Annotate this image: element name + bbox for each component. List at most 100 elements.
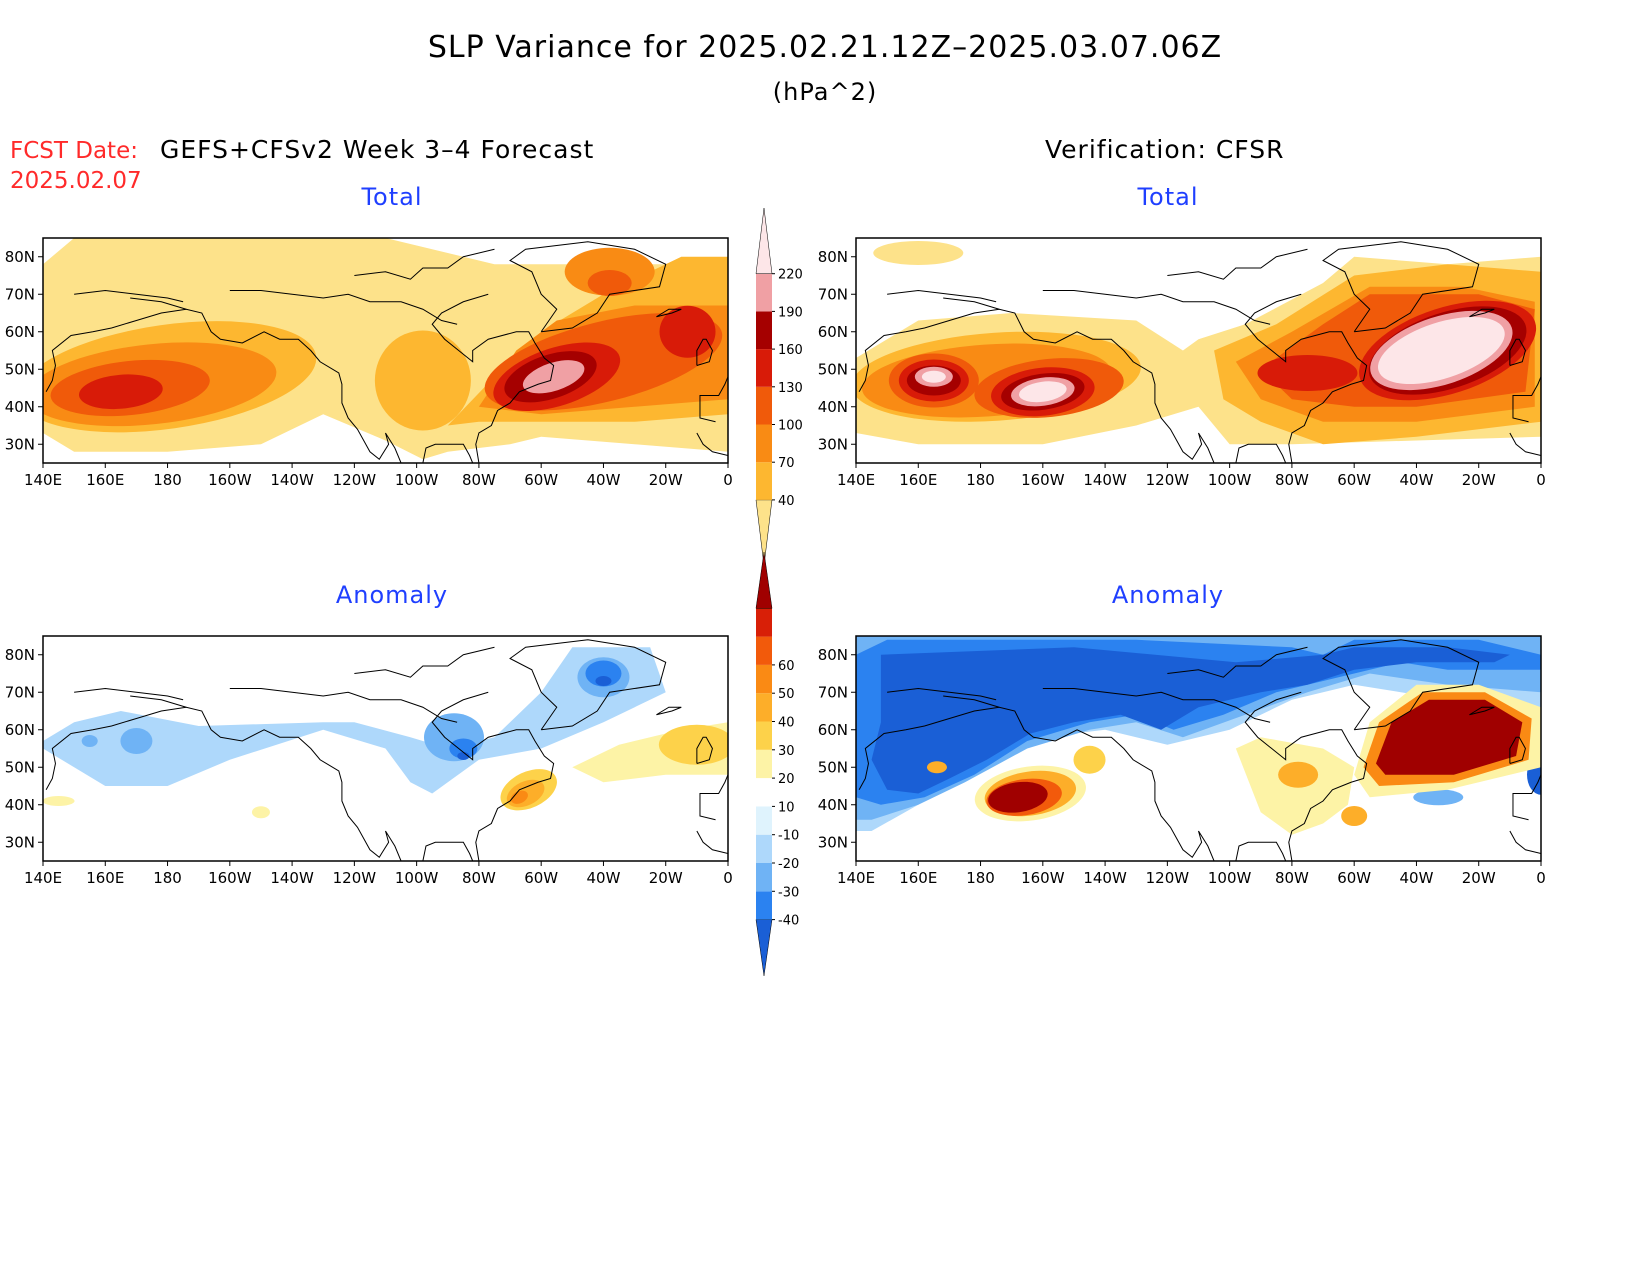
lon-tick-label: 100W	[1208, 471, 1252, 489]
colorbar-top-arrow	[755, 207, 773, 274]
coastline	[1322, 241, 1480, 333]
contour-region-40	[510, 790, 528, 804]
contour-region-30	[926, 761, 947, 774]
lat-tick-label: 50N	[5, 758, 35, 776]
contour-region-neg30	[585, 660, 622, 687]
contour-region-neg10	[43, 647, 666, 794]
contour-region-10	[43, 796, 75, 806]
lon-tick-label: 20W	[1462, 471, 1496, 489]
forecast-total-map: 140E 160E 180 160W 140W 120W 100W 80W 60W 40W 20W 0…	[5, 237, 733, 489]
coastline	[1042, 688, 1271, 723]
lon-tick-label: 180	[966, 471, 995, 489]
coastline	[943, 297, 1000, 310]
coastline	[1512, 774, 1541, 821]
fcst-date-block: FCST Date: 2025.02.07	[10, 136, 142, 196]
coastline	[1509, 432, 1541, 456]
colorbar-swatch	[756, 891, 772, 920]
contour-region-max	[1378, 316, 1505, 385]
contour-region-60	[988, 781, 1048, 813]
colorbar-swatch	[756, 778, 772, 807]
coastline	[354, 248, 495, 280]
coastline	[696, 736, 713, 764]
lon-tick-label: 80W	[1275, 471, 1309, 489]
lon-tick-label: 140W	[1083, 869, 1127, 887]
lat-tick-label: 50N	[818, 360, 848, 378]
contour-field	[856, 636, 1541, 861]
colorbar-tick-label: 160	[778, 343, 803, 358]
coastline	[1469, 706, 1495, 716]
lon-tick-label: 160W	[208, 471, 252, 489]
coastline	[130, 695, 187, 708]
colorbar-swatch	[756, 834, 772, 863]
lon-tick-label: 100W	[395, 869, 439, 887]
coastline	[1167, 248, 1308, 280]
coastline	[858, 706, 1215, 861]
coastline	[1469, 308, 1495, 318]
lon-tick-label: 140E	[24, 869, 62, 887]
coastline	[1235, 841, 1287, 861]
coastline	[1509, 736, 1526, 764]
lat-tick-label: 40N	[5, 398, 35, 416]
coastline	[699, 376, 728, 423]
coastline	[229, 688, 458, 723]
colorbar-tick-label: 60	[778, 659, 795, 674]
lat-tick-label: 70N	[818, 683, 848, 701]
coastline	[699, 774, 728, 821]
lat-tick-label: 60N	[5, 323, 35, 341]
lon-tick-label: 120W	[333, 869, 377, 887]
colorbar-tick-label: -10	[778, 829, 799, 844]
contour-region-max	[1019, 381, 1067, 403]
lon-tick-label: 160W	[1021, 869, 1065, 887]
colorbar-tick-label: 20	[778, 772, 795, 787]
lat-tick-label: 80N	[5, 248, 35, 266]
lon-tick-label: 40W	[1399, 471, 1433, 489]
colorbar-swatch	[756, 721, 772, 750]
lon-tick-label: 140E	[24, 471, 62, 489]
lat-tick-label: 70N	[818, 285, 848, 303]
contour-field	[43, 238, 728, 463]
colorbar-swatch	[756, 311, 772, 350]
coastline	[1244, 293, 1368, 463]
coastline	[887, 289, 997, 303]
coastline	[696, 338, 713, 366]
coastline	[354, 646, 495, 678]
coastline	[1509, 338, 1526, 366]
coastline	[431, 293, 555, 463]
coastline	[943, 695, 1000, 708]
contour-region-220	[522, 360, 585, 394]
lat-tick-label: 40N	[818, 796, 848, 814]
contour-region-70	[374, 330, 471, 431]
contour-region-40	[873, 241, 964, 265]
lon-tick-label: 120W	[1146, 471, 1190, 489]
lon-tick-label: 60W	[524, 869, 558, 887]
coastline	[74, 289, 184, 303]
contour-field	[43, 636, 728, 861]
lon-tick-label: 140W	[270, 869, 314, 887]
contour-region-neg40	[871, 647, 1510, 794]
lon-tick-label: 140E	[837, 471, 875, 489]
colorbar-swatch	[756, 664, 772, 694]
coastline	[1235, 443, 1287, 463]
colorbar-tick-label: 10	[778, 800, 795, 815]
lon-tick-label: 80W	[462, 471, 496, 489]
lon-tick-label: 40W	[1399, 869, 1433, 887]
coastline	[45, 706, 402, 861]
coastline	[887, 687, 997, 701]
lon-tick-label: 60W	[1337, 471, 1371, 489]
lon-tick-label: 120W	[333, 471, 377, 489]
forecast-total-title: Total	[361, 183, 423, 211]
contour-region-below-40	[1330, 242, 1379, 257]
contour-region-20	[1073, 745, 1106, 774]
lat-tick-label: 40N	[5, 796, 35, 814]
coastline	[1042, 290, 1271, 325]
units-label: (hPa^2)	[772, 78, 878, 106]
contour-region-30	[1341, 806, 1368, 826]
lon-tick-label: 20W	[649, 869, 683, 887]
forecast-anomaly-map: 140E 160E 180 160W 140W 120W 100W 80W 60W 40W 20W 0…	[5, 635, 733, 887]
verification-anomaly-title: Anomaly	[1111, 581, 1225, 609]
colorbar-swatch	[756, 806, 772, 835]
contour-region-160	[78, 374, 163, 410]
lon-tick-label: 80W	[1275, 869, 1309, 887]
coastline	[1244, 691, 1368, 861]
colorbar-swatch	[756, 636, 772, 665]
